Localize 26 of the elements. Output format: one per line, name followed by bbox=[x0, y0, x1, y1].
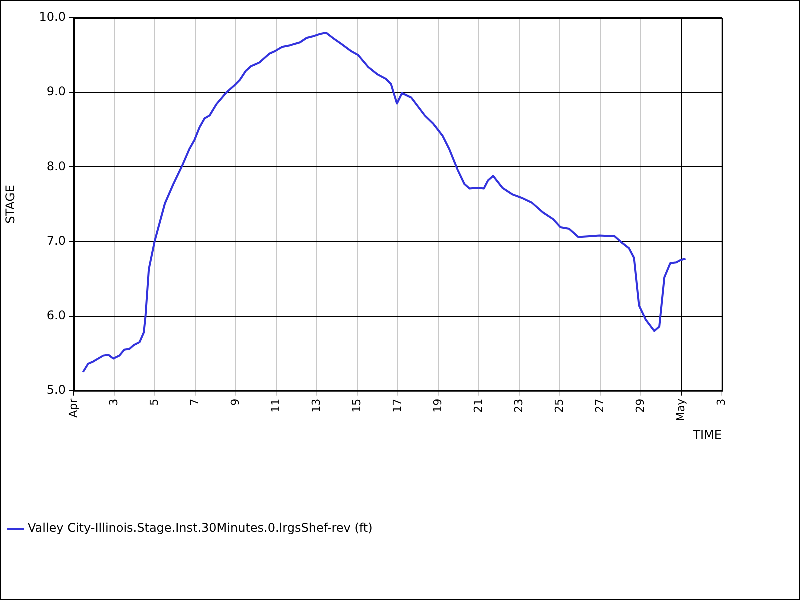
x-axis-title: TIME bbox=[692, 428, 722, 442]
x-tick-label: 3 bbox=[714, 398, 728, 406]
x-tick-label: 25 bbox=[552, 398, 566, 413]
x-tick-label: 3 bbox=[107, 398, 120, 406]
x-tick-label: 9 bbox=[228, 398, 242, 406]
legend-label: Valley City-Illinois.Stage.Inst.30Minutes.0.lrgsShef-rev (ft) bbox=[28, 521, 373, 536]
y-tick-label: 8.0 bbox=[46, 159, 66, 174]
x-tick-label: 7 bbox=[188, 398, 202, 406]
x-tick-label: 21 bbox=[472, 398, 485, 413]
y-axis-title: STAGE bbox=[3, 184, 18, 224]
x-tick-label: 13 bbox=[310, 398, 323, 413]
x-tick-label: 15 bbox=[350, 398, 364, 413]
y-tick-label: 6.0 bbox=[46, 308, 66, 322]
x-tick-label: 11 bbox=[269, 398, 282, 413]
x-tick-label: 5 bbox=[148, 398, 161, 406]
x-tick-label: 19 bbox=[431, 398, 444, 413]
y-tick-label: 5.0 bbox=[46, 382, 66, 397]
x-tick-label: 27 bbox=[593, 398, 606, 413]
y-tick-label: 7.0 bbox=[46, 234, 66, 248]
y-tick-label: 10.0 bbox=[39, 10, 66, 24]
x-tick-label: May bbox=[674, 398, 688, 422]
x-tick-label: 23 bbox=[512, 398, 526, 413]
y-tick-label: 9.0 bbox=[46, 84, 66, 99]
x-tick-label: Apr bbox=[66, 398, 80, 418]
x-tick-label: 29 bbox=[634, 398, 647, 413]
x-tick-label: 17 bbox=[390, 398, 404, 413]
